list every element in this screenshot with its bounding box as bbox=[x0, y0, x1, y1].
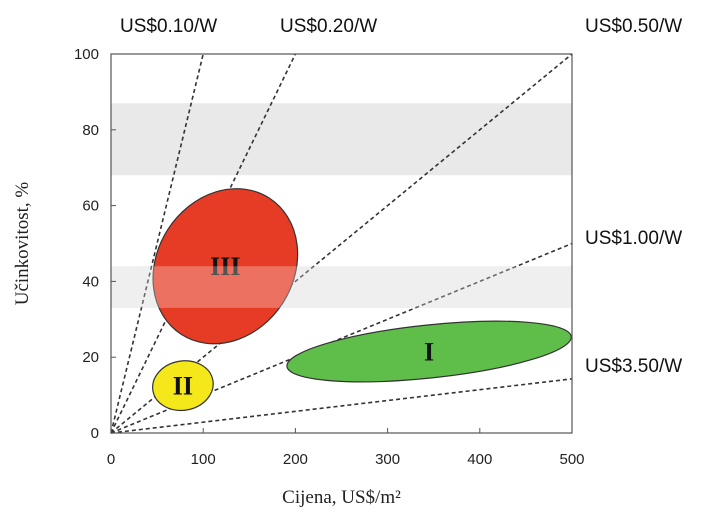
plot-frame bbox=[110, 53, 573, 434]
x-tick-label: 300 bbox=[375, 451, 400, 468]
region-II: II bbox=[152, 360, 214, 412]
x-tick-label: 400 bbox=[467, 451, 492, 468]
region-label: II bbox=[173, 372, 193, 401]
x-tick-label: 100 bbox=[191, 451, 216, 468]
cost-line-1 bbox=[110, 53, 204, 434]
x-tick-label: 500 bbox=[559, 451, 584, 468]
y-tick-label: 80 bbox=[82, 122, 99, 139]
region-label: III bbox=[210, 252, 240, 281]
y-tick-label: 0 bbox=[91, 425, 99, 442]
y-tick-label: 100 bbox=[74, 46, 99, 63]
y-tick-label: 20 bbox=[82, 349, 99, 366]
y-axis-title: Učinkovitost, % bbox=[12, 182, 33, 306]
cost-line-labels: US$0.10/W US$0.20/W US$0.50/W US$1.00/W US$3… bbox=[120, 16, 682, 377]
x-axis-title: Cijena, US$/m² bbox=[282, 487, 401, 508]
x-tick-label: 0 bbox=[107, 451, 115, 468]
region-I: I bbox=[286, 320, 572, 383]
cost-line-5 bbox=[110, 378, 573, 434]
y-tick-label: 60 bbox=[82, 198, 99, 215]
axis-ticks: 0 100 200 300 400 500 0 20 40 60 80 100 bbox=[74, 46, 585, 468]
efficiency-band-overlay bbox=[111, 266, 572, 308]
region-ellipse bbox=[152, 188, 299, 345]
region-III: III bbox=[152, 188, 299, 345]
cost-line-4 bbox=[110, 242, 573, 434]
region-label: I bbox=[424, 338, 434, 367]
cost-line-label: US$3.50/W bbox=[585, 356, 682, 377]
region-ellipse bbox=[152, 360, 214, 412]
cost-line-label: US$1.00/W bbox=[585, 228, 682, 249]
x-tick-label: 200 bbox=[283, 451, 308, 468]
cost-line-label: US$0.50/W bbox=[585, 16, 682, 37]
cost-line-label: US$0.20/W bbox=[280, 16, 377, 37]
cost-line-label: US$0.10/W bbox=[120, 16, 217, 37]
y-tick-label: 40 bbox=[82, 273, 99, 290]
efficiency-band-1 bbox=[111, 103, 572, 176]
region-ellipse bbox=[286, 320, 572, 383]
